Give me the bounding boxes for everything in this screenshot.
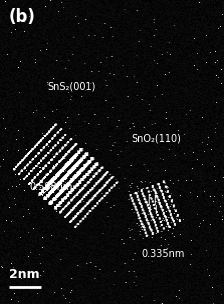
Text: 0.335nm: 0.335nm	[141, 249, 185, 259]
Text: 2nm: 2nm	[9, 268, 40, 281]
Text: SnO₂(110): SnO₂(110)	[132, 133, 182, 143]
Text: SnS₂(001): SnS₂(001)	[47, 82, 96, 92]
Text: (b): (b)	[9, 8, 36, 26]
Text: 0.588nm: 0.588nm	[29, 182, 73, 192]
